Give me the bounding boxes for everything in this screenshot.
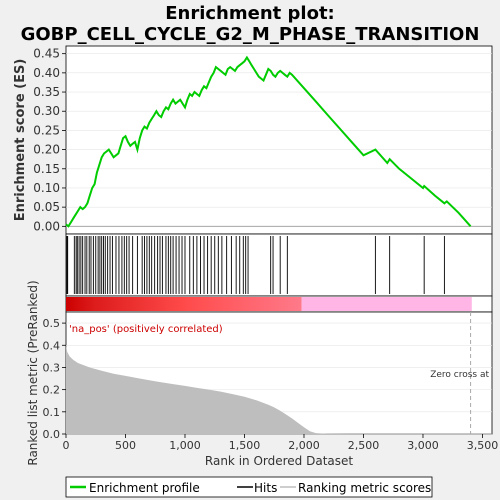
es-ytick-label: 0.05 (33, 200, 60, 214)
metric-xtick-label: 3,500 (467, 439, 499, 452)
positive-label: 'na_pos' (positively correlated) (69, 324, 223, 335)
metric-ylabel: Ranked list metric (PreRanked) (26, 280, 40, 465)
es-ytick-label: 0.20 (33, 143, 60, 157)
enrichment-profile-line (65, 55, 472, 228)
metric-ytick-label: 0.5 (43, 317, 61, 330)
es-gridlines (66, 53, 492, 227)
ranking-metric-area (66, 345, 472, 434)
hits-plot-area (65, 233, 493, 297)
es-ylabel: Enrichment score (ES) (13, 59, 28, 222)
es-ytick-label: 0.30 (33, 104, 60, 118)
metric-xlabel: Rank in Ordered Dataset (205, 454, 353, 468)
metric-y-axis: 0.0 0.1 0.2 0.3 0.4 0.5 (43, 317, 66, 441)
metric-panel: 0.0 0.1 0.2 0.3 0.4 0.5 0 500 1,000 1,500 2,000 2,… (26, 280, 498, 468)
es-y-axis: 0.00 0.05 0.10 0.15 0.20 0.25 0.30 0.35 0.40 0.45 (33, 47, 66, 233)
es-ytick-label: 0.10 (33, 181, 60, 195)
es-ytick-label: 0.40 (33, 66, 60, 80)
metric-ytick-label: 0.2 (43, 384, 61, 397)
ranking-color-band (65, 295, 493, 313)
metric-ytick-label: 0.0 (43, 428, 61, 441)
legend: Enrichment profile Hits Ranking metric s… (65, 476, 433, 498)
metric-xtick-label: 1,500 (229, 439, 261, 452)
metric-ytick-label: 0.3 (43, 361, 61, 374)
metric-xtick-label: 3,000 (407, 439, 439, 452)
es-panel: 0.00 0.05 0.10 0.15 0.20 0.25 0.30 0.35 0.40 0.45… (13, 45, 493, 235)
hit-marks (66, 236, 445, 294)
es-ytick-label: 0.00 (33, 219, 60, 233)
metric-xtick-label: 0 (63, 439, 70, 452)
es-ytick-label: 0.15 (33, 162, 60, 176)
legend-es-label: Enrichment profile (89, 481, 200, 495)
metric-xtick-label: 2,000 (288, 439, 320, 452)
es-ytick-label: 0.45 (33, 47, 60, 61)
hits-panel (65, 233, 493, 297)
metric-ytick-label: 0.4 (43, 339, 61, 352)
zero-cross-label: Zero cross at (430, 370, 489, 380)
chart-subtitle: GOBP_CELL_CYCLE_G2_M_PHASE_TRANSITION (21, 24, 480, 45)
es-ytick-label: 0.25 (33, 123, 60, 137)
positive-band (66, 297, 302, 311)
metric-ytick-label: 0.1 (43, 406, 61, 419)
negative-band (301, 297, 472, 311)
chart-title: Enrichment plot: (165, 3, 335, 24)
metric-xtick-label: 2,500 (348, 439, 380, 452)
metric-xtick-label: 500 (115, 439, 136, 452)
metric-x-axis: 0 500 1,000 1,500 2,000 2,500 3,000 3,500 (63, 434, 499, 452)
es-plot-area (65, 45, 493, 235)
es-ytick-label: 0.35 (33, 85, 60, 99)
legend-hits-label: Hits (254, 481, 277, 495)
legend-metric-label: Ranking metric scores (298, 481, 431, 495)
metric-xtick-label: 1,000 (169, 439, 201, 452)
